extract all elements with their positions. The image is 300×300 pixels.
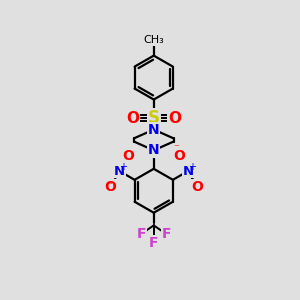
Text: O: O <box>168 110 181 125</box>
Text: CH₃: CH₃ <box>143 35 164 45</box>
Text: O: O <box>126 110 139 125</box>
Text: N: N <box>114 165 125 178</box>
Text: F: F <box>149 236 158 250</box>
Text: F: F <box>162 227 171 241</box>
Text: O: O <box>191 179 203 194</box>
Text: N: N <box>182 165 194 178</box>
Text: O: O <box>105 179 116 194</box>
Text: +: + <box>119 162 127 172</box>
Text: N: N <box>148 123 160 136</box>
Text: F: F <box>136 227 146 241</box>
Text: N: N <box>148 143 160 157</box>
Text: +: + <box>188 162 196 172</box>
Text: O: O <box>122 149 134 163</box>
Text: ⁻: ⁻ <box>107 182 112 192</box>
Text: N: N <box>148 143 160 157</box>
Text: O: O <box>173 149 185 163</box>
Text: N: N <box>148 123 160 136</box>
Text: S: S <box>148 109 160 127</box>
Text: ⁻: ⁻ <box>173 144 179 154</box>
